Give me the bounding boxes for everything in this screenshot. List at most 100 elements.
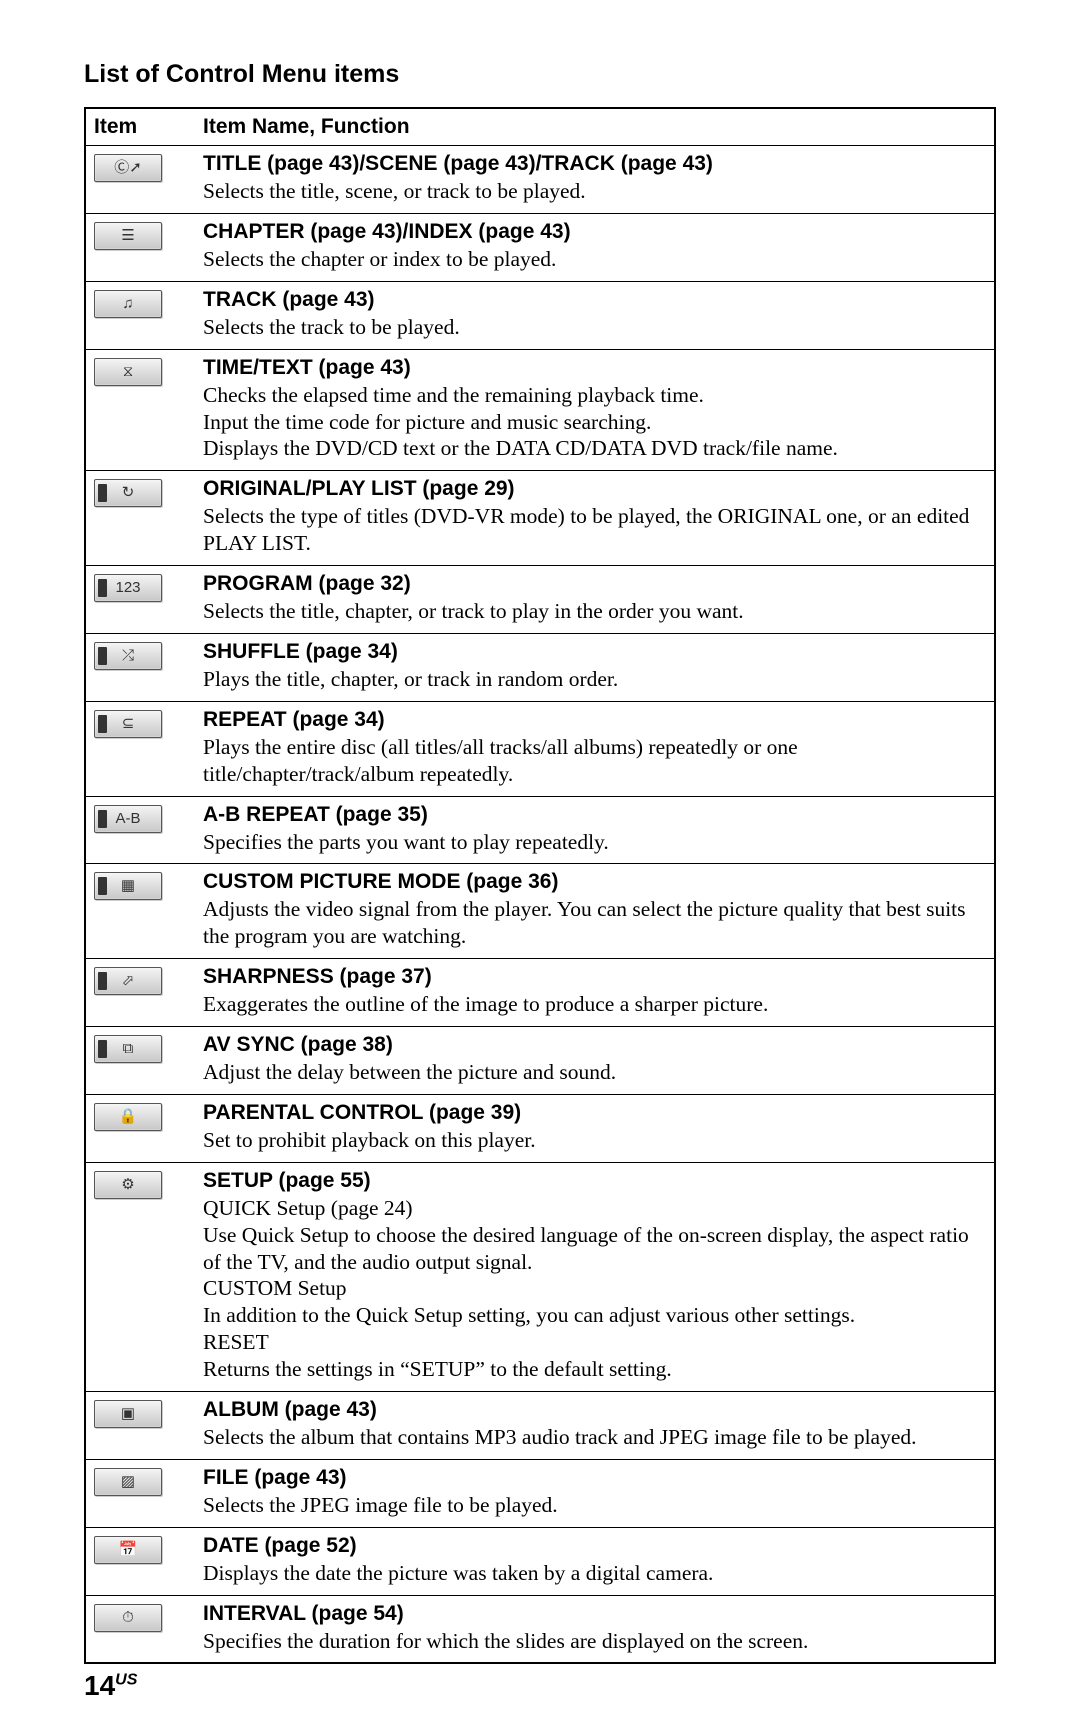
item-name: TITLE (page 43)/SCENE (page 43)/TRACK (p…	[203, 152, 986, 176]
icon-glyph: ▦	[121, 873, 135, 899]
table-row: ⬀ SHARPNESS (page 37) Exaggerates the outl…	[85, 959, 995, 1027]
icon-cell: ⏱	[85, 1595, 195, 1663]
item-name: TIME/TEXT (page 43)	[203, 356, 986, 380]
page-region: US	[115, 1672, 137, 1689]
icon-cell: 123	[85, 566, 195, 634]
item-description: Checks the elapsed time and the remainin…	[203, 383, 838, 461]
table-header-function: Item Name, Function	[195, 108, 995, 146]
item-name: SETUP (page 55)	[203, 1169, 986, 1193]
table-row: ▣ ALBUM (page 43) Selects the album that c…	[85, 1391, 995, 1459]
icon-cell: Ⓒ➚	[85, 146, 195, 214]
avsync-icon: ⧉	[94, 1035, 162, 1063]
chapter-icon: ☰	[94, 222, 162, 250]
item-cell: TITLE (page 43)/SCENE (page 43)/TRACK (p…	[195, 146, 995, 214]
icon-glyph: ⚙	[121, 1172, 134, 1198]
item-name: CUSTOM PICTURE MODE (page 36)	[203, 870, 986, 894]
page-number: 14US	[84, 1670, 996, 1702]
icon-cell: ⧖	[85, 349, 195, 471]
icon-cell: ⤮	[85, 633, 195, 701]
item-description: Specifies the duration for which the sli…	[203, 1629, 808, 1653]
item-cell: CHAPTER (page 43)/INDEX (page 43)Selects…	[195, 213, 995, 281]
icon-glyph: ▣	[121, 1401, 135, 1427]
item-cell: DATE (page 52)Displays the date the pict…	[195, 1527, 995, 1595]
flag-marker	[98, 579, 107, 597]
icon-cell: ⊆	[85, 701, 195, 796]
icon-glyph: ⏱	[122, 1605, 134, 1631]
abrepeat-icon: A‑B	[94, 805, 162, 833]
item-description: Selects the title, scene, or track to be…	[203, 179, 586, 203]
table-row: Ⓒ➚ TITLE (page 43)/SCENE (page 43)/TRACK …	[85, 146, 995, 214]
flag-marker	[98, 1040, 107, 1058]
icon-glyph: Ⓒ➚	[114, 155, 142, 181]
icon-glyph: ↻	[122, 480, 135, 506]
item-cell: PROGRAM (page 32) Selects the title, chap…	[195, 566, 995, 634]
shuffle-icon: ⤮	[94, 642, 162, 670]
item-name: ALBUM (page 43)	[203, 1398, 986, 1422]
icon-cell: A‑B	[85, 796, 195, 864]
icon-glyph: ⊆	[122, 711, 135, 737]
icon-glyph: ⧖	[123, 359, 134, 385]
icon-cell: ▦	[85, 864, 195, 959]
flag-marker	[98, 810, 107, 828]
item-name: ORIGINAL/PLAY LIST (page 29)	[203, 477, 986, 501]
table-row: 📅 DATE (page 52)Displays the date the pic…	[85, 1527, 995, 1595]
item-description: Selects the chapter or index to be playe…	[203, 247, 556, 271]
date-icon: 📅	[94, 1536, 162, 1564]
icon-cell: ⬀	[85, 959, 195, 1027]
item-cell: SHUFFLE (page 34)Plays the title, chapte…	[195, 633, 995, 701]
table-row: ♫TRACK (page 43)Selects the track to be …	[85, 281, 995, 349]
item-cell: PARENTAL CONTROL (page 39)Set to prohibi…	[195, 1094, 995, 1162]
item-description: Plays the title, chapter, or track in ra…	[203, 667, 618, 691]
item-description: Exaggerates the outline of the image to …	[203, 992, 768, 1016]
item-cell: ALBUM (page 43) Selects the album that co…	[195, 1391, 995, 1459]
icon-glyph: 🔒	[119, 1104, 138, 1130]
icon-cell: ☰	[85, 213, 195, 281]
item-name: DATE (page 52)	[203, 1534, 986, 1558]
item-description: Set to prohibit playback on this player.	[203, 1128, 536, 1152]
interval-icon: ⏱	[94, 1604, 162, 1632]
item-description: Specifies the parts you want to play rep…	[203, 830, 609, 854]
table-row: ⊆ REPEAT (page 34)Plays the entire disc (…	[85, 701, 995, 796]
icon-glyph: ♫	[122, 291, 133, 317]
item-cell: A-B REPEAT (page 35) Specifies the parts …	[195, 796, 995, 864]
repeat-icon: ⊆	[94, 710, 162, 738]
flag-marker	[98, 715, 107, 733]
item-description: QUICK Setup (page 24) Use Quick Setup to…	[203, 1196, 969, 1381]
item-description: Selects the title, chapter, or track to …	[203, 599, 744, 623]
table-row: ▦CUSTOM PICTURE MODE (page 36)Adjusts th…	[85, 864, 995, 959]
track-icon: ♫	[94, 290, 162, 318]
picture-icon: ▦	[94, 872, 162, 900]
icon-cell: ↻	[85, 471, 195, 566]
item-cell: AV SYNC (page 38)Adjust the delay betwee…	[195, 1027, 995, 1095]
item-name: A-B REPEAT (page 35)	[203, 803, 986, 827]
icon-glyph: A‑B	[115, 806, 140, 832]
page-number-value: 14	[84, 1670, 115, 1701]
item-name: FILE (page 43)	[203, 1466, 986, 1490]
item-name: PROGRAM (page 32)	[203, 572, 986, 596]
setup-icon: ⚙	[94, 1171, 162, 1199]
item-cell: ORIGINAL/PLAY LIST (page 29) Selects the …	[195, 471, 995, 566]
icon-cell: 📅	[85, 1527, 195, 1595]
flag-marker	[98, 972, 107, 990]
item-name: INTERVAL (page 54)	[203, 1602, 986, 1626]
sharp-icon: ⬀	[94, 967, 162, 995]
original-icon: ↻	[94, 479, 162, 507]
item-cell: FILE (page 43)Selects the JPEG image fil…	[195, 1459, 995, 1527]
icon-glyph: ▨	[121, 1469, 135, 1495]
item-name: REPEAT (page 34)	[203, 708, 986, 732]
icon-cell: ▣	[85, 1391, 195, 1459]
icon-cell: ▨	[85, 1459, 195, 1527]
icon-glyph: ⤮	[122, 643, 134, 669]
icon-cell: ♫	[85, 281, 195, 349]
item-description: Selects the type of titles (DVD-VR mode)…	[203, 504, 969, 555]
icon-cell: ⧉	[85, 1027, 195, 1095]
section-heading: List of Control Menu items	[84, 60, 996, 89]
item-name: SHARPNESS (page 37)	[203, 965, 986, 989]
item-cell: REPEAT (page 34)Plays the entire disc (a…	[195, 701, 995, 796]
icon-glyph: ⬀	[122, 968, 135, 994]
icon-glyph: ☰	[121, 223, 134, 249]
table-row: ↻ ORIGINAL/PLAY LIST (page 29) Selects the…	[85, 471, 995, 566]
item-description: Selects the album that contains MP3 audi…	[203, 1425, 917, 1449]
item-cell: INTERVAL (page 54) Specifies the duration…	[195, 1595, 995, 1663]
table-row: ⏱ INTERVAL (page 54) Specifies the duratio…	[85, 1595, 995, 1663]
